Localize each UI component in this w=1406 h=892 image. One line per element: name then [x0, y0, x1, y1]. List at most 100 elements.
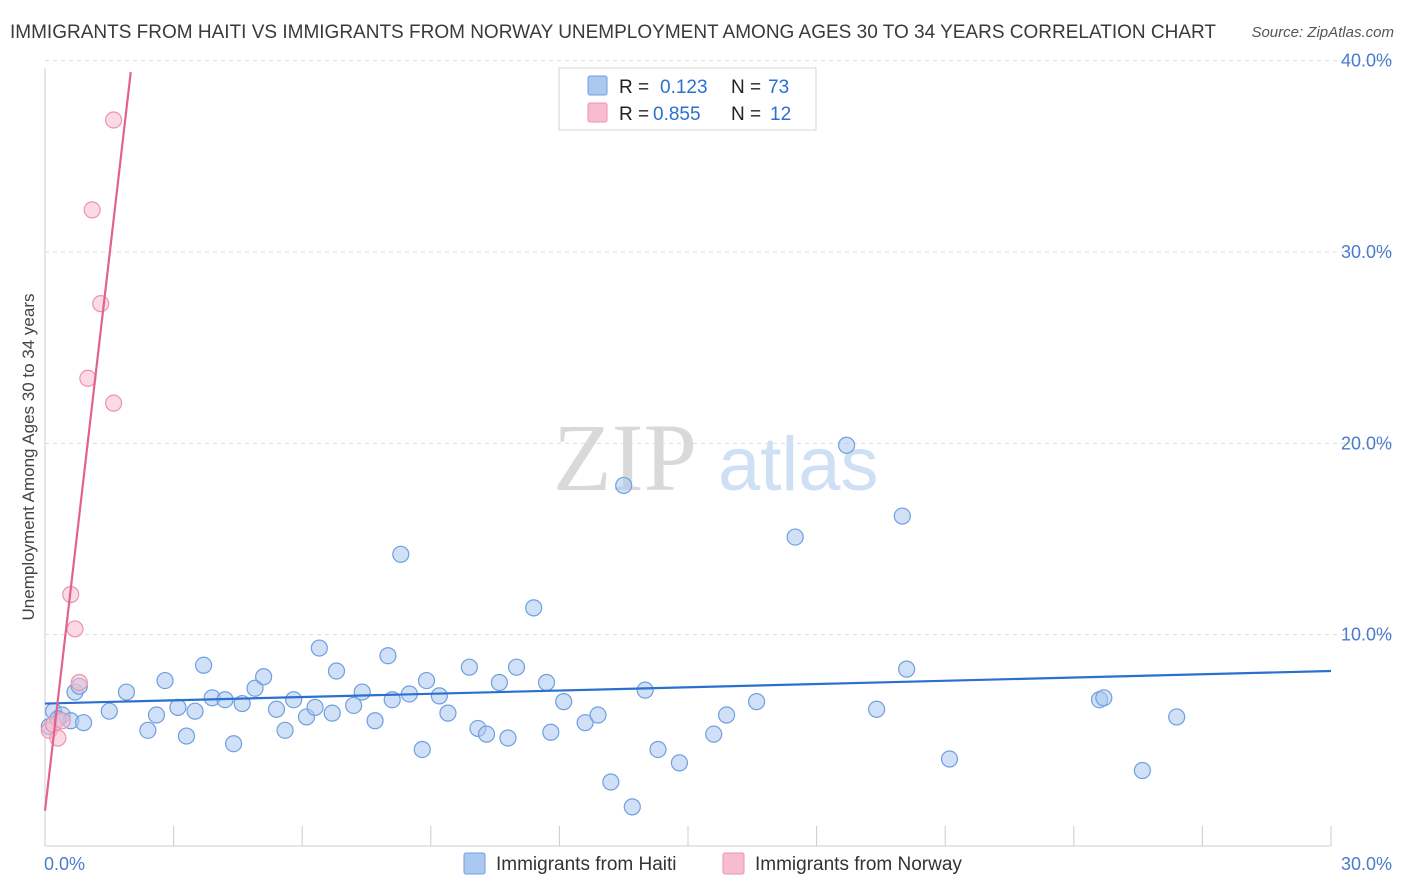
- haiti-point: [477, 725, 496, 743]
- haiti-point: [542, 723, 560, 741]
- haiti-point: [379, 647, 397, 665]
- y-axis-label: Unemployment Among Ages 30 to 34 years: [19, 294, 38, 621]
- haiti-point: [353, 683, 371, 701]
- haiti-point: [139, 721, 157, 739]
- legend-r-label-haiti: R =: [619, 77, 649, 98]
- haiti-point: [1168, 708, 1186, 726]
- watermark-atlas: atlas: [718, 422, 879, 507]
- haiti-point: [838, 436, 856, 454]
- source-label: Source: ZipAtlas.com: [1251, 24, 1394, 41]
- haiti-point: [417, 671, 436, 690]
- y-tick-label-40: 40.0%: [1341, 51, 1392, 71]
- haiti-point: [169, 698, 187, 716]
- haiti-point: [898, 660, 916, 678]
- haiti-point: [366, 712, 384, 730]
- haiti-point: [177, 727, 196, 745]
- haiti-point: [276, 721, 294, 739]
- bottom-legend-swatch-haiti: [463, 852, 486, 875]
- haiti-point: [1095, 689, 1113, 707]
- haiti-point: [285, 691, 303, 709]
- haiti-point: [747, 693, 766, 711]
- legend-n-value-norway: 12: [770, 104, 791, 125]
- haiti-point: [525, 599, 543, 617]
- legend-n-value-haiti: 73: [768, 77, 789, 98]
- haiti-point: [430, 687, 448, 705]
- haiti-point: [555, 693, 573, 711]
- haiti-point: [327, 662, 346, 680]
- haiti-points: [40, 436, 1186, 816]
- haiti-point: [310, 639, 328, 657]
- haiti-point: [615, 476, 633, 495]
- haiti-point: [255, 668, 273, 686]
- bottom-legend-swatch-norway: [722, 852, 745, 875]
- chart-title: IMMIGRANTS FROM HAITI VS IMMIGRANTS FROM…: [10, 22, 1216, 43]
- axes: [44, 68, 1332, 847]
- haiti-point: [507, 658, 526, 676]
- norway-point: [83, 201, 101, 219]
- series-legend: Immigrants from Haiti Immigrants from No…: [463, 852, 962, 875]
- norway-point: [53, 712, 71, 730]
- norway-point: [66, 620, 84, 638]
- haiti-point: [940, 750, 959, 768]
- haiti-point: [868, 700, 886, 718]
- norway-trend-line: [43, 72, 132, 811]
- legend-r-value-norway: 0.855: [653, 104, 701, 125]
- haiti-point: [1133, 761, 1151, 780]
- norway-point: [104, 394, 123, 412]
- haiti-point: [74, 714, 93, 732]
- x-tick-min: 0.0%: [44, 854, 85, 874]
- haiti-point: [602, 773, 620, 791]
- watermark-zip: ZIP: [553, 404, 697, 511]
- haiti-point: [460, 658, 478, 676]
- haiti-point: [392, 545, 410, 563]
- haiti-point: [267, 700, 286, 718]
- haiti-point: [786, 528, 804, 546]
- norway-point: [92, 295, 110, 313]
- y-tick-label-20: 20.0%: [1341, 433, 1392, 453]
- legend-swatch-norway: [587, 102, 608, 123]
- haiti-point: [306, 698, 324, 716]
- haiti-point: [246, 679, 264, 697]
- bottom-legend-label-haiti: Immigrants from Haiti: [496, 854, 677, 875]
- haiti-point: [345, 696, 363, 715]
- x-tick-max: 30.0%: [1341, 854, 1392, 874]
- norway-point: [104, 111, 123, 129]
- correlation-legend: R = 0.123 N = 73 R = 0.855 N = 12: [558, 67, 817, 131]
- haiti-point: [717, 706, 736, 724]
- legend-r-label-norway: R =: [619, 104, 649, 125]
- gridlines: [45, 60, 1392, 636]
- haiti-point: [490, 673, 508, 692]
- haiti-point: [195, 656, 213, 674]
- norway-point: [70, 673, 88, 692]
- haiti-point: [705, 725, 723, 743]
- haiti-point: [413, 740, 431, 759]
- haiti-point: [670, 754, 689, 772]
- haiti-point: [147, 706, 166, 724]
- haiti-point: [589, 706, 607, 724]
- haiti-point: [576, 714, 594, 732]
- trend-lines: [43, 72, 1332, 811]
- haiti-point: [537, 673, 556, 692]
- haiti-point: [439, 704, 457, 722]
- haiti-point: [100, 702, 118, 720]
- legend-n-label-haiti: N =: [731, 77, 761, 98]
- haiti-point: [623, 798, 641, 816]
- legend-r-value-haiti: 0.123: [660, 77, 708, 98]
- haiti-point: [649, 740, 667, 759]
- haiti-point: [225, 735, 243, 753]
- haiti-point: [117, 683, 136, 701]
- y-tick-label-10: 10.0%: [1341, 625, 1392, 645]
- haiti-point: [499, 729, 517, 747]
- bottom-legend-label-norway: Immigrants from Norway: [755, 854, 962, 875]
- norway-points: [40, 111, 123, 747]
- y-tick-label-30: 30.0%: [1341, 242, 1392, 262]
- legend-n-label-norway: N =: [731, 104, 761, 125]
- legend-swatch-haiti: [587, 75, 608, 96]
- haiti-point: [636, 681, 654, 699]
- haiti-trend-line: [44, 669, 1332, 705]
- haiti-point: [186, 702, 204, 720]
- y-tick-labels: 10.0% 20.0% 30.0% 40.0%: [1341, 51, 1392, 645]
- haiti-point: [893, 507, 911, 525]
- haiti-point: [323, 704, 341, 722]
